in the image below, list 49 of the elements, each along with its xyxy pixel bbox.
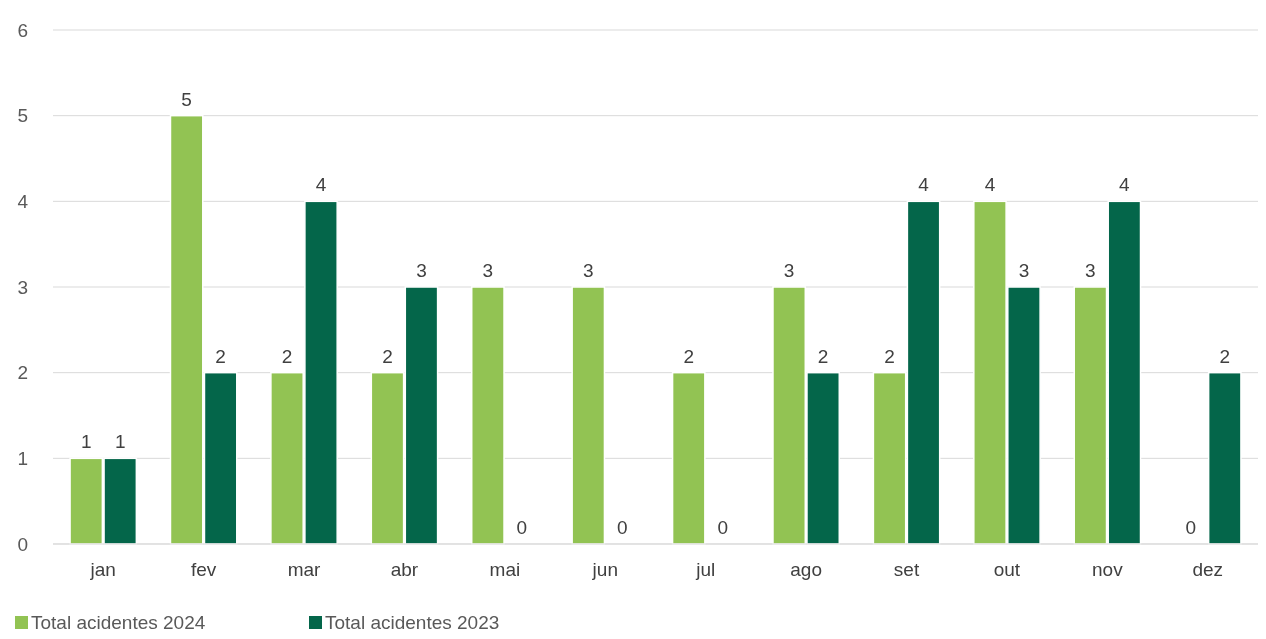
data-label: 2	[884, 345, 895, 367]
data-label: 3	[416, 260, 427, 281]
data-label: 3	[1085, 260, 1096, 281]
data-label: 2	[1219, 345, 1231, 367]
data-label: 0	[717, 517, 728, 538]
x-tick-label: dez	[1192, 559, 1224, 580]
data-label: 3	[1018, 260, 1030, 281]
data-label: 1	[80, 431, 92, 453]
bar	[1207, 371, 1242, 545]
x-tick-label: set	[893, 559, 920, 580]
legend-label: Total acidentes 2024	[31, 612, 206, 633]
x-tick-label: out	[993, 559, 1021, 580]
bar	[470, 286, 505, 545]
y-tick-label: 6	[17, 19, 28, 41]
data-label: 4	[315, 174, 327, 196]
x-tick-label: jan	[89, 559, 116, 580]
data-label: 0	[617, 517, 628, 538]
data-label: 1	[114, 431, 126, 453]
x-tick-label: abr	[390, 559, 419, 580]
x-tick-label: nov	[1092, 559, 1124, 580]
data-label: 2	[382, 345, 393, 367]
bar	[671, 371, 706, 545]
bar	[571, 286, 606, 545]
x-tick-label: mar	[287, 559, 322, 580]
x-tick-label: mai	[489, 559, 521, 580]
data-label: 2	[683, 345, 694, 367]
y-tick-label: 5	[17, 105, 28, 127]
legend-label: Total acidentes 2023	[325, 612, 500, 633]
data-label: 4	[984, 174, 996, 196]
data-label: 2	[817, 345, 829, 367]
data-label: 0	[516, 517, 528, 538]
data-label: 2	[215, 345, 226, 367]
data-label: 3	[482, 260, 494, 281]
data-label: 0	[1185, 517, 1197, 538]
y-tick-label: 2	[17, 362, 28, 384]
y-tick-label: 0	[17, 533, 28, 555]
y-tick-label: 1	[17, 447, 28, 469]
x-tick-label: jul	[695, 559, 716, 580]
data-label: 4	[1119, 174, 1131, 196]
data-label: 3	[783, 260, 795, 281]
x-tick-label: jun	[591, 559, 618, 580]
data-label: 2	[281, 345, 293, 367]
data-label: 5	[181, 88, 192, 110]
x-tick-label: fev	[190, 559, 217, 580]
x-tick-label: ago	[790, 559, 822, 580]
y-tick-label: 4	[17, 190, 29, 212]
data-label: 4	[918, 174, 930, 196]
data-label: 3	[583, 260, 594, 281]
y-tick-label: 3	[17, 276, 28, 298]
